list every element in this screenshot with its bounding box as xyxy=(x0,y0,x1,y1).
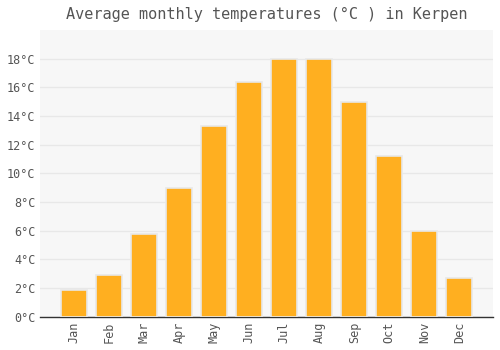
Bar xyxy=(446,278,472,317)
Bar xyxy=(61,289,87,317)
Bar xyxy=(166,188,192,317)
Bar xyxy=(341,102,367,317)
Bar xyxy=(131,234,157,317)
Bar xyxy=(96,275,122,317)
Bar xyxy=(306,59,332,317)
Bar xyxy=(411,231,438,317)
Bar xyxy=(201,126,228,317)
Title: Average monthly temperatures (°C ) in Kerpen: Average monthly temperatures (°C ) in Ke… xyxy=(66,7,468,22)
Bar xyxy=(236,82,262,317)
Bar xyxy=(271,59,297,317)
Bar xyxy=(376,156,402,317)
